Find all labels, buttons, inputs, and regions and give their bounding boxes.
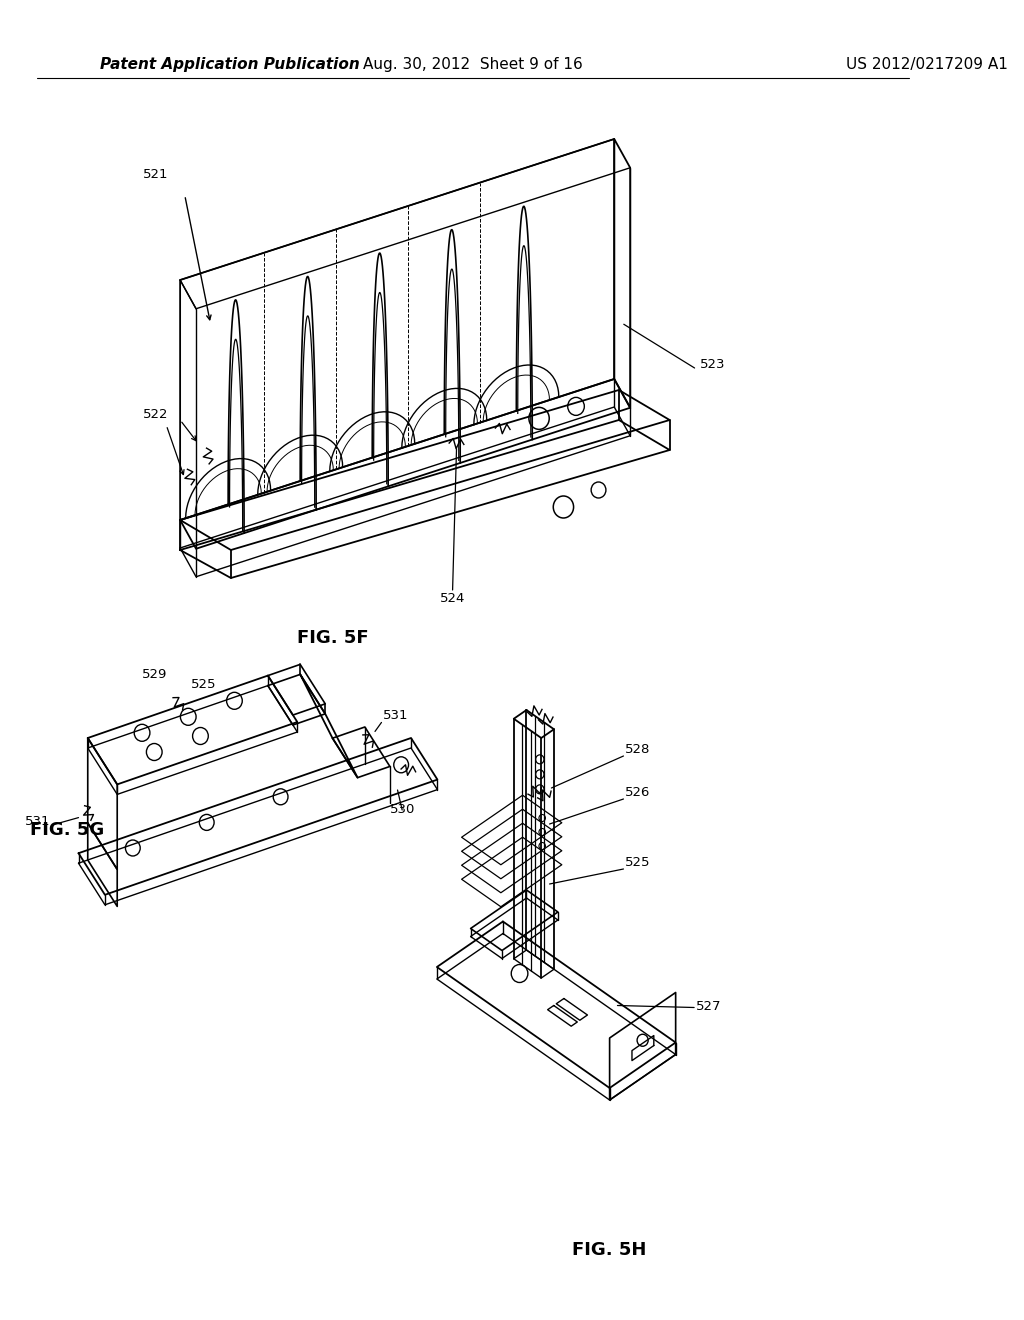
Text: 530: 530 [389,803,415,816]
Text: FIG. 5F: FIG. 5F [297,630,369,647]
Text: 523: 523 [700,359,726,371]
Text: 525: 525 [191,678,217,692]
Text: 528: 528 [626,743,650,756]
Text: 524: 524 [440,591,465,605]
Text: 527: 527 [696,999,722,1012]
Text: FIG. 5G: FIG. 5G [31,821,104,840]
Text: 531: 531 [383,709,409,722]
Text: US 2012/0217209 A1: US 2012/0217209 A1 [846,58,1008,73]
Text: 521: 521 [143,169,169,181]
Text: Aug. 30, 2012  Sheet 9 of 16: Aug. 30, 2012 Sheet 9 of 16 [364,58,583,73]
Text: 526: 526 [626,785,650,799]
Text: 522: 522 [143,408,169,421]
Text: Patent Application Publication: Patent Application Publication [99,58,359,73]
Text: 529: 529 [141,668,167,681]
Text: FIG. 5H: FIG. 5H [572,1241,647,1259]
Text: 531: 531 [26,814,51,828]
Text: 525: 525 [626,855,651,869]
